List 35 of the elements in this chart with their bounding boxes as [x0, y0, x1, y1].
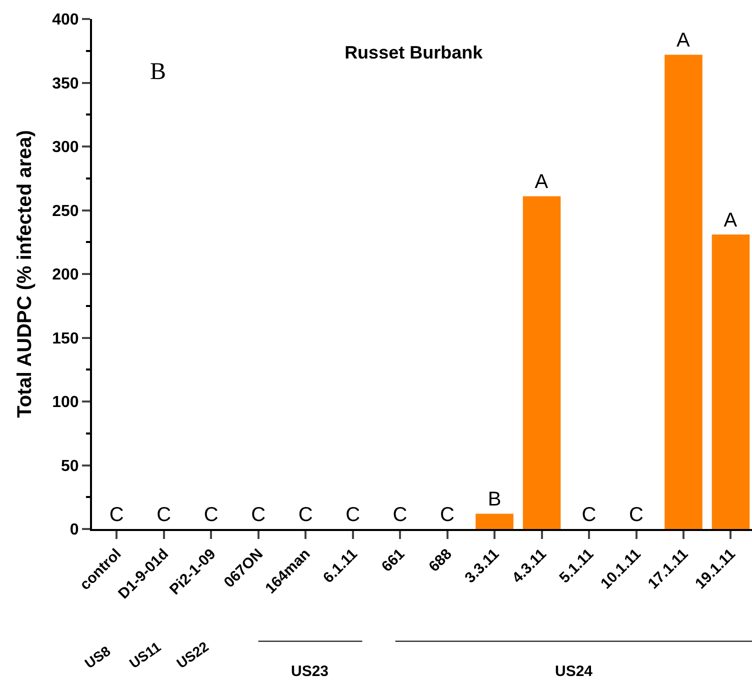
bar	[476, 514, 514, 529]
data-label: C	[392, 504, 408, 526]
text: US23	[291, 663, 329, 680]
data-label: C	[582, 504, 596, 526]
text: US8	[82, 642, 114, 672]
bar	[712, 234, 750, 529]
data-label: C	[109, 504, 124, 526]
text: US24	[555, 663, 594, 680]
y-tick-label: 200	[52, 266, 79, 284]
data-label: C	[298, 504, 313, 526]
y-tick-label: 400	[52, 12, 79, 29]
annotation: B	[150, 59, 166, 85]
data-label: C	[346, 504, 360, 526]
y-tick-label: 250	[52, 202, 79, 220]
x-tick-label: 661	[378, 546, 408, 576]
data-label: B	[488, 488, 502, 511]
data-label: C	[251, 504, 266, 526]
x-tick-label: 688	[426, 546, 456, 576]
data-label: C	[204, 504, 218, 526]
bar	[664, 54, 702, 529]
y-tick-label: 350	[52, 75, 79, 92]
data-label: A	[676, 30, 690, 52]
data-label: C	[156, 504, 172, 526]
y-tick-label: 300	[52, 139, 79, 156]
data-label: A	[534, 171, 549, 194]
y-axis-title: Total AUDPC (% infected area)	[14, 130, 36, 418]
bar	[522, 196, 561, 529]
data-label: C	[440, 504, 454, 526]
data-label: A	[724, 209, 738, 232]
y-tick-label: 0	[70, 522, 79, 539]
data-label: C	[629, 504, 644, 526]
y-tick-label: 100	[52, 394, 79, 412]
y-tick-label: 150	[52, 330, 79, 348]
y-tick-label: 50	[61, 458, 79, 475]
text: Russet Burbank	[344, 42, 484, 62]
